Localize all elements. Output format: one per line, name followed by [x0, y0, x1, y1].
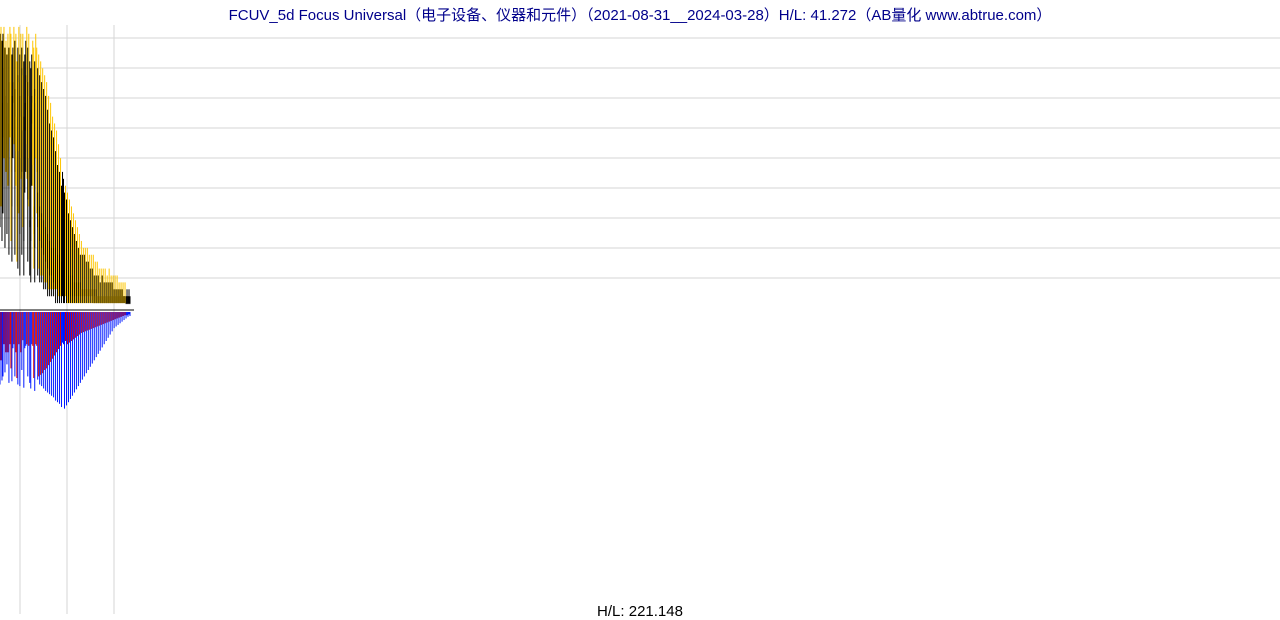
stock-chart: FCUV_5d Focus Universal（电子设备、仪器和元件）（2021… — [0, 0, 1280, 620]
chart-plot-area — [0, 0, 1280, 620]
chart-footer-label: H/L: 221.148 — [0, 603, 1280, 620]
